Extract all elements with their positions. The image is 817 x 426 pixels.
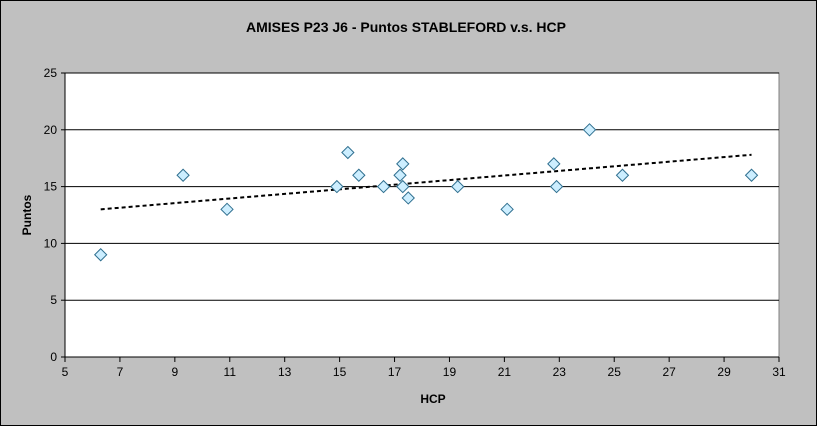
- x-tick-label: 21: [498, 365, 512, 379]
- data-point-diamond: [376, 179, 391, 194]
- x-tick-label: 31: [772, 365, 786, 379]
- x-tick-label: 27: [662, 365, 676, 379]
- y-tick-label: 15: [44, 180, 58, 194]
- data-point-diamond: [450, 179, 465, 194]
- data-point-diamond: [352, 168, 366, 182]
- plot-area: [64, 72, 780, 358]
- data-point-diamond: [396, 179, 410, 194]
- data-point-diamond: [341, 145, 355, 160]
- trendline-layer: [100, 153, 752, 211]
- x-tick-label: 25: [608, 365, 622, 379]
- x-axis-label: HCP: [420, 392, 445, 406]
- linear-trendline: [100, 153, 752, 211]
- data-point-diamond: [549, 179, 564, 194]
- data-point-diamond: [220, 202, 234, 217]
- gridlines: [65, 72, 779, 301]
- x-tick-label: 19: [443, 365, 457, 379]
- data-point-diamond: [93, 248, 108, 262]
- data-point-diamond: [582, 123, 597, 137]
- data-point-diamond: [330, 179, 344, 194]
- x-tick-label: 23: [553, 365, 567, 379]
- data-points: [93, 123, 759, 262]
- x-tick-label: 11: [224, 365, 237, 379]
- x-tick-label: 15: [333, 365, 347, 379]
- y-tick-label: 10: [44, 236, 58, 250]
- data-point-diamond: [401, 191, 415, 205]
- x-tick-label: 7: [117, 365, 124, 379]
- data-point-diamond: [547, 157, 561, 171]
- x-tick-label: 17: [388, 365, 402, 379]
- x-tick-label: 13: [278, 365, 292, 379]
- y-tick-label: 5: [50, 293, 57, 307]
- data-point-diamond: [176, 168, 190, 182]
- data-point-diamond: [393, 168, 407, 182]
- data-point-diamond: [744, 168, 759, 182]
- data-point-diamond: [615, 168, 630, 182]
- x-tick-label: 9: [172, 365, 179, 379]
- data-point-diamond: [396, 157, 410, 171]
- y-tick-label: 0: [50, 350, 57, 364]
- data-point-diamond: [500, 202, 514, 217]
- x-tick-label: 29: [717, 365, 731, 379]
- y-axis-label: Puntos: [20, 194, 34, 235]
- chart-title: AMISES P23 J6 - Puntos STABLEFORD v.s. H…: [246, 19, 566, 35]
- y-tick-label: 20: [44, 123, 58, 137]
- x-tick-label: 5: [62, 365, 69, 379]
- y-tick-label: 25: [44, 66, 58, 80]
